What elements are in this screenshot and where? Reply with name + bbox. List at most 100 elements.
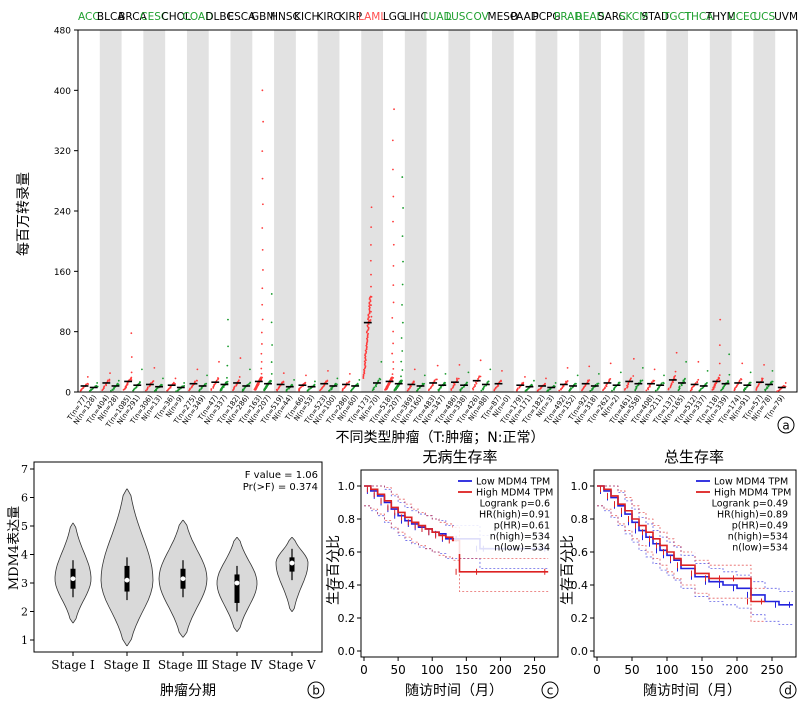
point-tumor-kirp — [342, 387, 344, 390]
point-tumor-lusc — [456, 377, 458, 380]
point-normal-luad — [444, 381, 447, 384]
pc-ytick-label: 0.8 — [338, 513, 356, 526]
point-tumor-lgg — [392, 361, 395, 363]
pd-stat: HR(high)=0.89 — [717, 510, 788, 521]
point-tumor-esca — [237, 379, 240, 382]
point-tumor-lihc — [407, 387, 410, 390]
panel-b-marker-circle — [307, 681, 325, 699]
point-tumor-lgg — [392, 264, 395, 267]
cancer-label-ov: OV — [473, 11, 489, 23]
point-normal-thym — [728, 373, 731, 376]
point-normal-cesc — [161, 384, 163, 386]
point-normal-read — [589, 389, 592, 392]
point-tumor-blca — [109, 372, 111, 375]
point-tumor-luad — [436, 378, 438, 381]
pc-xtick-label: 200 — [489, 663, 512, 677]
point-normal-skcm — [641, 366, 644, 369]
cancer-label-stad: STAD — [642, 11, 670, 23]
cancer-label-thca: THCA — [684, 11, 715, 23]
pc-xtick-label: 100 — [421, 663, 444, 677]
pc-stat: p(HR)=0.61 — [494, 521, 550, 532]
point-tumor-pcpg — [545, 377, 547, 380]
panel-b-ytick-label: 6 — [21, 492, 28, 505]
point-tumor-gbm — [261, 303, 264, 306]
point-tumor-coad — [196, 379, 198, 382]
point-tumor-sarc — [609, 362, 612, 365]
point-tumor-lgg — [391, 317, 394, 319]
panel-c-marker-circle — [541, 681, 559, 699]
band-thym — [709, 30, 732, 392]
point-normal-tgct — [680, 383, 683, 386]
pc-frame — [360, 469, 559, 658]
cancer-label-kirp: KIRP — [339, 11, 363, 23]
cancer-label-sarc: SARC — [598, 11, 626, 23]
point-normal-esca — [241, 388, 244, 391]
point-tumor-ucs — [763, 363, 765, 366]
point-tumor-lgg — [391, 139, 394, 142]
point-tumor-skcm — [630, 377, 632, 380]
point-normal-ov — [487, 380, 490, 383]
cancer-label-lihc: LIHC — [404, 11, 428, 23]
point-tumor-cesc — [149, 382, 152, 385]
point-normal-chol — [175, 390, 178, 392]
point-tumor-lihc — [413, 380, 415, 383]
pd-curve-high — [597, 485, 765, 603]
pc-legend-bg — [454, 472, 554, 554]
point-normal-coad — [198, 388, 201, 391]
point-tumor-ov — [479, 375, 482, 378]
point-tumor-lgg — [392, 220, 394, 223]
point-tumor-thca — [697, 360, 700, 363]
point-tumor-cesc — [152, 380, 155, 382]
point-tumor-kirp — [348, 373, 351, 375]
point-tumor-meso — [496, 385, 498, 388]
point-normal-hnsc — [293, 379, 295, 381]
pc-ci-lower-high — [364, 505, 549, 592]
cancer-label-ucs: UCS — [753, 11, 775, 23]
point-tumor-meso — [500, 380, 503, 382]
point-tumor-skcm — [632, 357, 635, 360]
band-ucs — [753, 30, 776, 392]
pc-ci-lower-low — [364, 505, 549, 569]
point-tumor-lusc — [450, 388, 453, 390]
panel-b-violin: 1 2 3 4 5 6 7 Stage Ⅰ Stage Ⅱ Stage Ⅲ Stage Ⅳ Stage… — [21, 461, 323, 672]
point-tumor-chol — [172, 381, 175, 384]
point-tumor-dlbc — [215, 379, 218, 382]
point-tumor-laml — [370, 310, 372, 313]
point-normal-kirc — [328, 389, 331, 392]
stage-label-4: Stage Ⅳ — [212, 658, 264, 672]
point-normal-cesc — [153, 390, 156, 392]
point-tumor-luad — [428, 388, 431, 391]
cancer-label-paad: PAAD — [510, 11, 538, 23]
pc-ytick-label: 0.4 — [338, 579, 356, 592]
pd-legend-bg — [692, 472, 792, 554]
point-normal-laml — [373, 386, 376, 389]
point-tumor-lgg — [392, 330, 395, 333]
point-tumor-thym — [718, 374, 721, 377]
point-tumor-laml — [366, 324, 369, 327]
point-tumor-tgct — [674, 374, 677, 377]
band-kirc — [317, 30, 340, 392]
point-tumor-sarc — [604, 386, 606, 389]
point-normal-tgct — [684, 377, 686, 380]
point-normal-sarc — [611, 389, 613, 392]
point-tumor-gbm — [260, 367, 263, 370]
pd-ci-upper-high — [597, 485, 765, 589]
pc-legend-label: High MDM4 TPM — [476, 488, 553, 499]
cancer-label-brca: BRCA — [118, 11, 147, 23]
pd-ytick-label: 0.2 — [571, 612, 589, 625]
panel-b-xlabel: 肿瘤分期 — [160, 682, 216, 699]
point-normal-dlbc — [227, 318, 229, 321]
cancer-label-thym: THYM — [705, 11, 736, 23]
point-tumor-brca — [130, 379, 133, 381]
panel-a-ytick-label: 0 — [65, 389, 71, 399]
panel-d-xlabel: 随访时间（月） — [643, 683, 741, 699]
point-normal-stad — [654, 389, 657, 392]
point-tumor-hnsc — [282, 381, 285, 384]
point-normal-thca — [706, 369, 709, 372]
point-tumor-thym — [719, 318, 722, 321]
point-normal-blca — [116, 382, 119, 385]
cancer-label-kich: KICH — [294, 11, 319, 23]
cancer-label-uvm: UVM — [774, 11, 798, 23]
point-tumor-coad — [196, 368, 199, 371]
